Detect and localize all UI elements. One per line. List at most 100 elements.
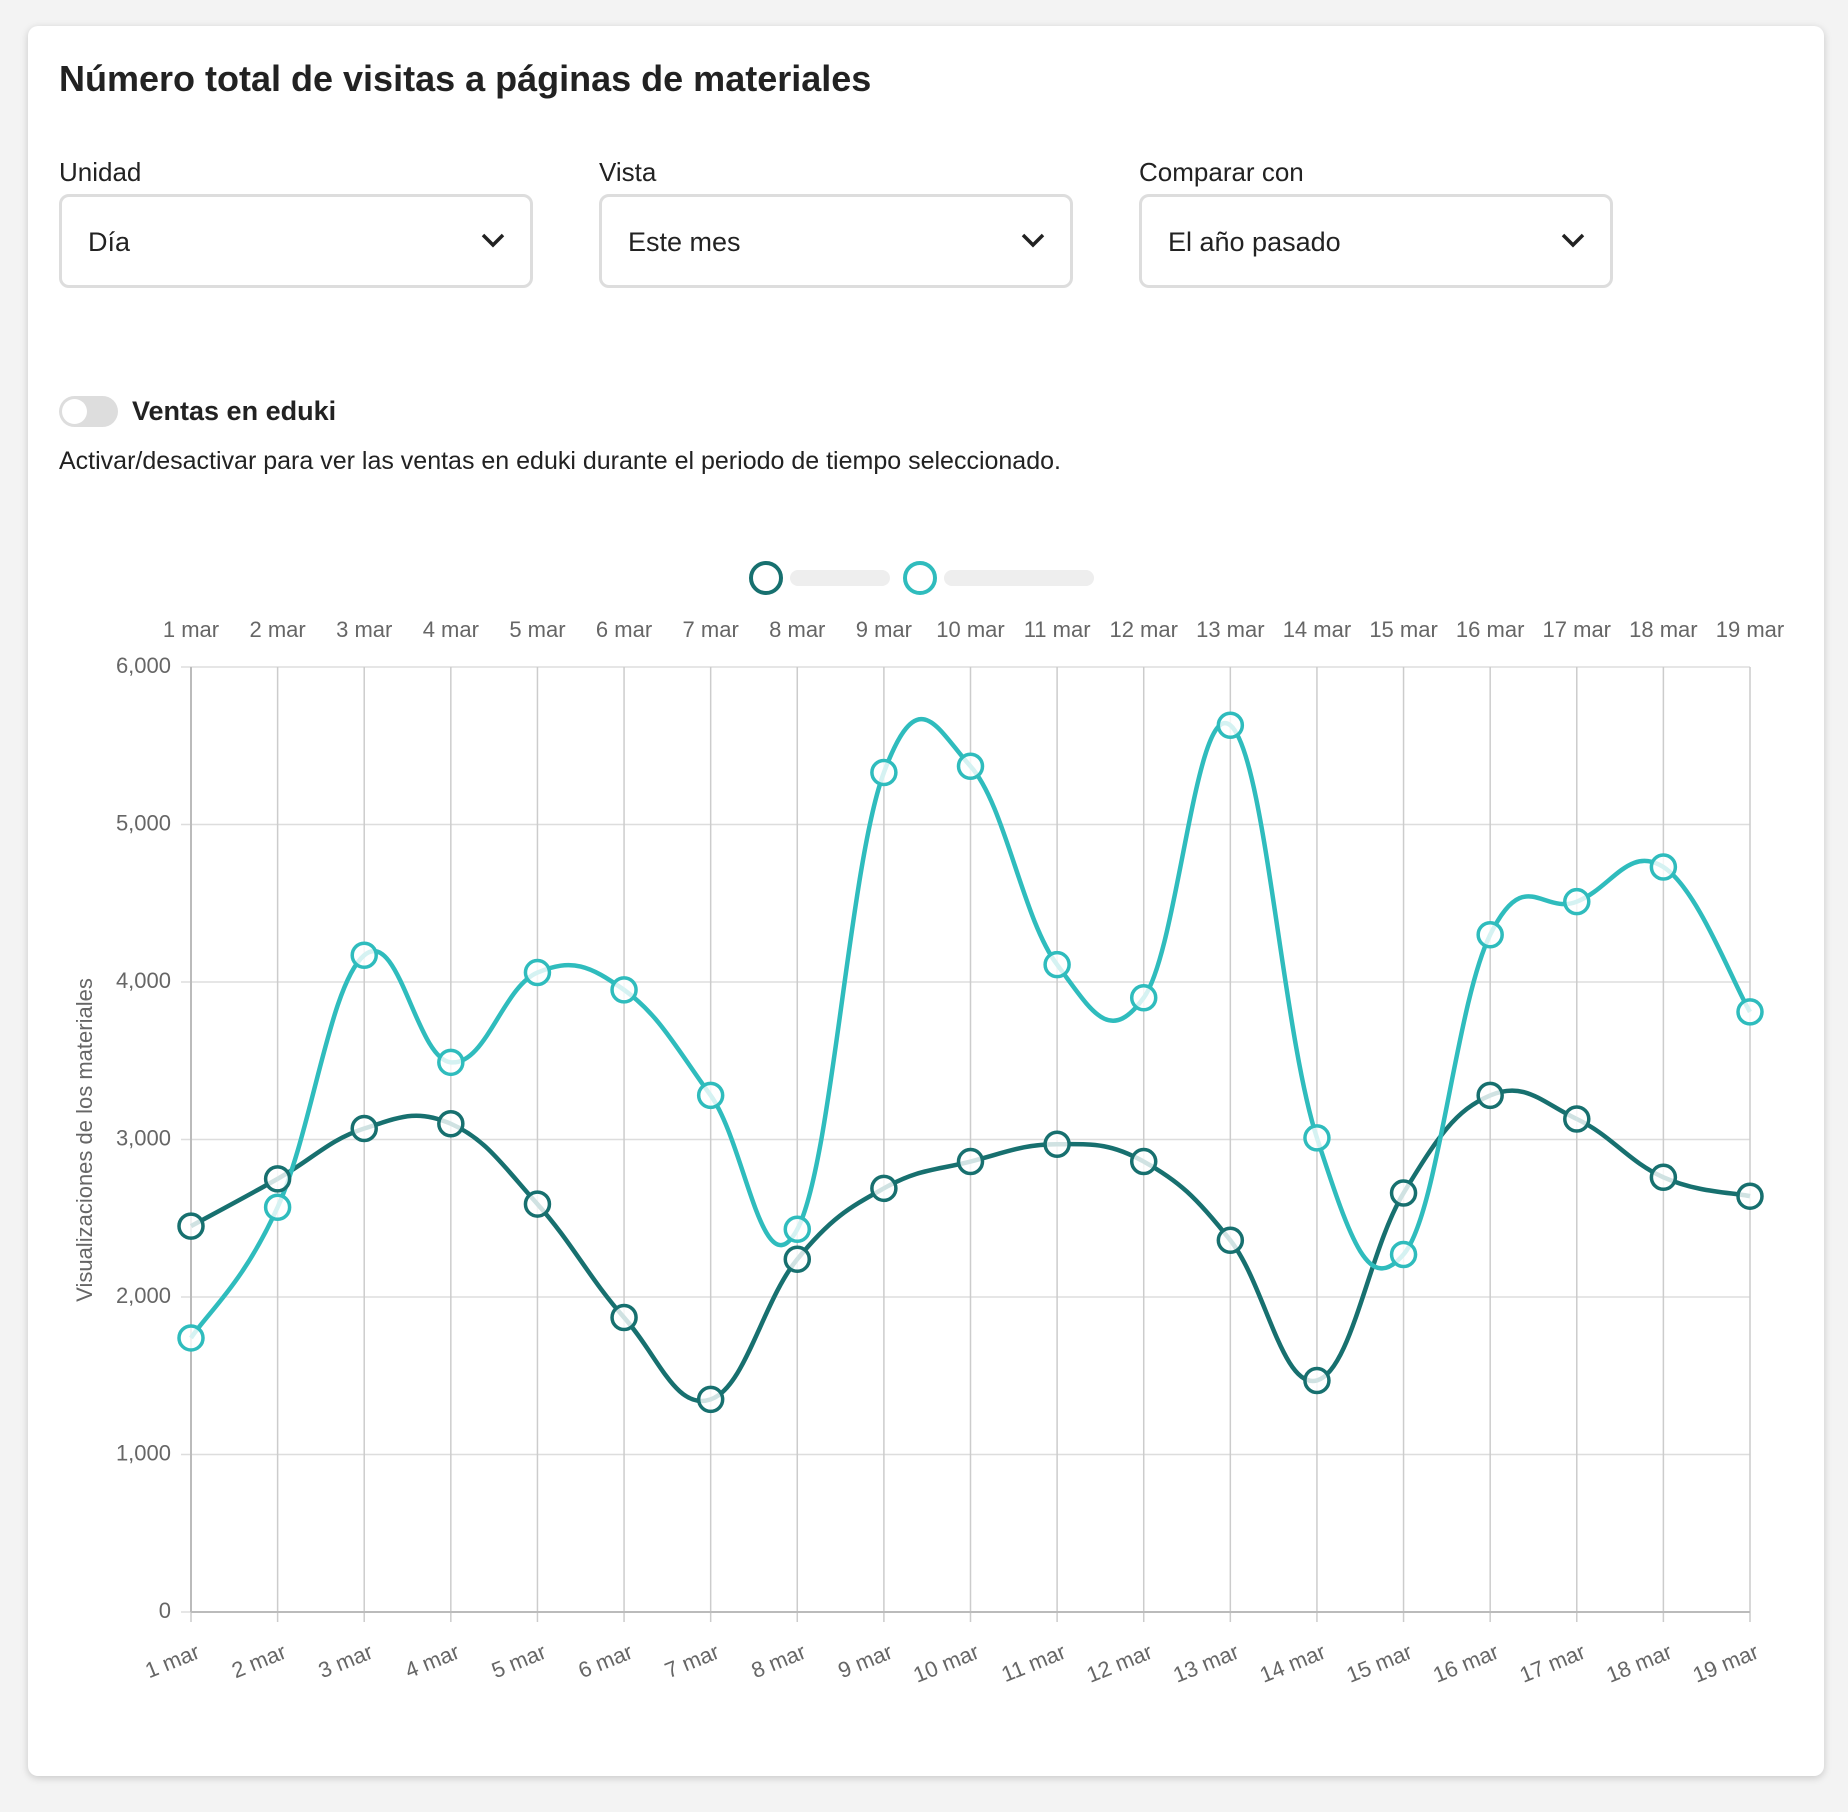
select-value: Este mes [628,227,741,257]
toggle-label: Ventas en eduki [132,396,337,426]
compare-select[interactable]: El año pasado [1139,194,1613,288]
top-tick-label: 6 mar [596,617,652,642]
data-point [1736,1182,1764,1210]
y-tick-label: 3,000 [116,1125,171,1150]
filter-label: Comparar con [1139,157,1304,187]
x-tick-label: 5 mar [488,1639,550,1683]
data-point [350,941,378,969]
y-tick-label: 2,000 [116,1283,171,1308]
data-point [263,1193,292,1221]
data-point [1649,853,1678,881]
page-title: Número total de visitas a páginas de mat… [59,58,872,99]
data-point [610,1303,638,1332]
chevron [1561,233,1585,248]
data-point [1043,1130,1071,1158]
top-tick-label: 18 mar [1629,617,1697,642]
top-tick-label: 2 mar [249,617,305,642]
top-tick-label: 16 mar [1456,617,1524,642]
data-point [1129,1147,1158,1176]
top-tick-label: 19 mar [1716,617,1784,642]
y-tick-label: 0 [159,1598,171,1623]
x-tick-label: 7 mar [661,1639,723,1683]
data-point [263,1165,292,1193]
y-tick-label: 1,000 [116,1440,171,1465]
legend-marker [903,561,937,595]
card [28,26,1824,1776]
data-point [870,758,898,787]
data-point [610,976,638,1004]
x-tick-label: 1 mar [142,1639,204,1683]
data-point [696,1081,725,1110]
unit-select[interactable]: Día [59,194,533,288]
data-point [956,752,985,780]
x-tick-label: 19 mar [1689,1639,1762,1688]
data-point [1389,1179,1418,1207]
data-point [1043,950,1071,979]
data-point [1563,887,1591,916]
data-point [437,1048,465,1077]
top-tick-label: 1 mar [163,617,219,642]
top-tick-label: 9 mar [856,617,912,642]
data-point [956,1147,985,1176]
x-tick-label: 2 mar [228,1639,290,1683]
y-axis-label: Visualizaciones de los materiales [72,978,97,1302]
data-point [177,1212,205,1240]
select-value: El año pasado [1168,227,1341,257]
sales-toggle[interactable] [59,396,118,427]
y-tick-label: 4,000 [116,968,171,993]
data-point [1649,1163,1678,1192]
filter-label: Vista [599,157,657,187]
x-tick-label: 17 mar [1516,1639,1589,1688]
chevron [481,233,505,248]
data-point [1303,1124,1331,1152]
x-tick-label: 15 mar [1343,1639,1416,1688]
data-point [1563,1105,1591,1133]
top-tick-label: 10 mar [936,617,1004,642]
filter-label: Unidad [59,157,142,187]
x-tick-label: 16 mar [1429,1639,1502,1688]
data-point [1736,998,1764,1026]
x-tick-label: 9 mar [834,1639,896,1683]
data-point [696,1385,725,1414]
data-point [350,1114,378,1143]
x-tick-label: 3 mar [315,1639,377,1683]
x-tick-label: 13 mar [1170,1639,1243,1688]
data-point [783,1245,812,1273]
view-select[interactable]: Este mes [599,194,1073,288]
top-tick-label: 8 mar [769,617,825,642]
top-tick-label: 14 mar [1283,617,1351,642]
top-tick-label: 12 mar [1109,617,1177,642]
data-point [1303,1366,1331,1395]
top-tick-label: 11 mar [1024,617,1091,642]
top-tick-label: 3 mar [336,617,392,642]
toggle-description: Activar/desactivar para ver las ventas e… [59,447,1061,475]
top-tick-label: 4 mar [423,617,479,642]
data-point [523,958,552,987]
data-point [870,1174,898,1203]
x-tick-label: 6 mar [575,1639,637,1683]
data-point [1476,921,1504,949]
data-point [1216,711,1245,740]
data-point [523,1190,552,1218]
data-point [1216,1226,1245,1255]
x-tick-label: 18 mar [1603,1639,1676,1688]
x-tick-label: 4 mar [401,1639,463,1683]
data-point [783,1215,812,1244]
legend-blur [790,570,890,586]
x-tick-label: 14 mar [1256,1639,1329,1688]
legend-marker [749,561,783,595]
data-point [1389,1240,1418,1269]
select-value: Día [88,227,131,257]
top-tick-label: 17 mar [1543,617,1611,642]
y-tick-label: 5,000 [116,810,171,835]
data-point [1129,984,1158,1012]
data-point [1476,1081,1504,1110]
top-tick-label: 7 mar [683,617,739,642]
y-tick-label: 6,000 [116,653,171,678]
x-tick-label: 12 mar [1083,1639,1156,1688]
x-tick-label: 11 mar [998,1639,1069,1687]
legend-blur [944,570,1094,586]
top-tick-label: 5 mar [509,617,565,642]
